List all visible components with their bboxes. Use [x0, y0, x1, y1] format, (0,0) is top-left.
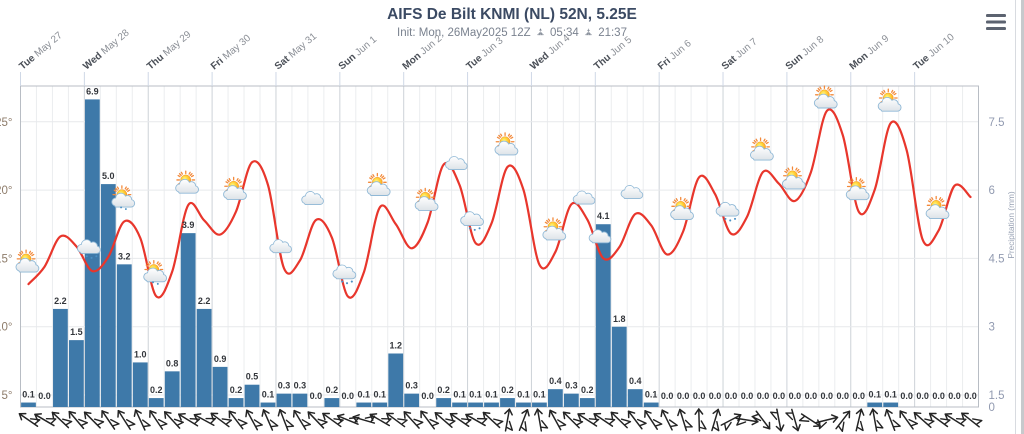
svg-text:0.0: 0.0: [932, 391, 945, 401]
svg-text:0.4: 0.4: [629, 376, 642, 386]
svg-text:0.0: 0.0: [852, 391, 865, 401]
svg-text:0.8: 0.8: [166, 358, 179, 368]
svg-text:0.0: 0.0: [821, 391, 834, 401]
svg-text:0.5: 0.5: [246, 372, 259, 382]
svg-text:3: 3: [989, 322, 995, 334]
svg-text:0.0: 0.0: [677, 391, 690, 401]
svg-text:0.2: 0.2: [437, 385, 450, 395]
svg-text:0.1: 0.1: [884, 390, 897, 400]
svg-text:0.0: 0.0: [661, 391, 674, 401]
svg-text:1.8: 1.8: [613, 314, 626, 324]
svg-text:0.1: 0.1: [533, 390, 546, 400]
svg-text:0.1: 0.1: [262, 390, 275, 400]
svg-text:0.0: 0.0: [789, 391, 802, 401]
svg-text:Sun Jun 1: Sun Jun 1: [337, 34, 380, 72]
svg-text:1.5: 1.5: [70, 327, 83, 337]
svg-text:0.1: 0.1: [517, 390, 530, 400]
svg-text:0.1: 0.1: [469, 390, 482, 400]
svg-text:6: 6: [989, 185, 995, 197]
svg-text:25°: 25°: [0, 117, 13, 129]
svg-text:0.3: 0.3: [565, 381, 578, 391]
svg-text:1.5: 1.5: [989, 390, 1005, 402]
svg-text:0.1: 0.1: [645, 390, 658, 400]
svg-text:0.2: 0.2: [501, 385, 514, 395]
svg-text:0.9: 0.9: [214, 354, 227, 364]
svg-text:0.0: 0.0: [342, 391, 355, 401]
svg-text:7.5: 7.5: [989, 117, 1005, 129]
svg-text:3.2: 3.2: [118, 251, 131, 261]
svg-text:Sat Jun 7: Sat Jun 7: [720, 36, 760, 72]
svg-text:4.1: 4.1: [597, 211, 610, 221]
svg-text:0.2: 0.2: [581, 385, 594, 395]
svg-text:4.5: 4.5: [989, 253, 1005, 265]
svg-text:0.0: 0.0: [964, 391, 977, 401]
svg-text:2.2: 2.2: [54, 296, 67, 306]
svg-text:0.0: 0.0: [421, 391, 434, 401]
svg-text:Sun Jun 8: Sun Jun 8: [784, 34, 827, 72]
svg-text:0.0: 0.0: [741, 391, 754, 401]
svg-text:10°: 10°: [0, 322, 13, 334]
svg-text:0.2: 0.2: [326, 385, 339, 395]
svg-text:15°: 15°: [0, 253, 13, 265]
svg-text:1.0: 1.0: [134, 349, 147, 359]
svg-text:0: 0: [989, 402, 995, 414]
svg-text:5°: 5°: [2, 390, 13, 402]
svg-text:6.9: 6.9: [86, 86, 99, 96]
svg-text:5.0: 5.0: [102, 171, 115, 181]
svg-text:0.1: 0.1: [373, 390, 386, 400]
svg-text:0.0: 0.0: [693, 391, 706, 401]
svg-text:0.0: 0.0: [916, 391, 929, 401]
svg-text:1.2: 1.2: [389, 341, 402, 351]
svg-text:0.0: 0.0: [725, 391, 738, 401]
svg-text:0.1: 0.1: [22, 390, 35, 400]
svg-text:0.0: 0.0: [709, 391, 722, 401]
svg-text:0.1: 0.1: [485, 390, 498, 400]
svg-text:0.0: 0.0: [900, 391, 913, 401]
svg-text:0.3: 0.3: [405, 381, 418, 391]
svg-text:2.2: 2.2: [198, 296, 211, 306]
svg-text:0.0: 0.0: [757, 391, 770, 401]
svg-text:Tue Jun 3: Tue Jun 3: [464, 35, 505, 72]
svg-text:Fri Jun 6: Fri Jun 6: [656, 38, 694, 72]
svg-text:0.4: 0.4: [549, 376, 562, 386]
svg-text:0.0: 0.0: [310, 391, 323, 401]
svg-text:0.3: 0.3: [294, 381, 307, 391]
svg-text:20°: 20°: [0, 185, 13, 197]
svg-text:0.2: 0.2: [230, 385, 243, 395]
svg-text:0.0: 0.0: [805, 391, 818, 401]
svg-text:0.1: 0.1: [453, 390, 466, 400]
svg-text:0.0: 0.0: [948, 391, 961, 401]
svg-text:0.3: 0.3: [278, 381, 291, 391]
svg-text:0.0: 0.0: [38, 391, 51, 401]
svg-text:0.1: 0.1: [868, 390, 881, 400]
svg-text:0.1: 0.1: [358, 390, 371, 400]
svg-text:Thu Jun 5: Thu Jun 5: [592, 34, 634, 72]
svg-text:3.9: 3.9: [182, 220, 195, 230]
svg-text:0.0: 0.0: [773, 391, 786, 401]
svg-text:0.2: 0.2: [150, 385, 163, 395]
svg-text:0.0: 0.0: [837, 391, 850, 401]
